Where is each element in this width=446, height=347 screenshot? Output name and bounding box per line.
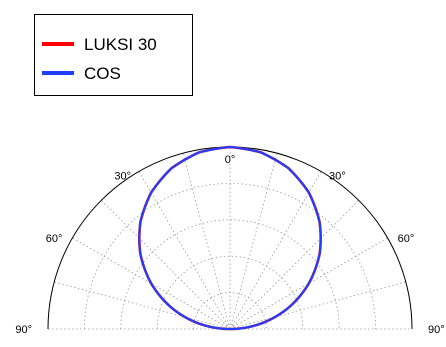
- angle-label-0: 0°: [225, 154, 236, 166]
- grid-spoke-m45: [101, 200, 231, 330]
- polar-grid: [48, 147, 412, 330]
- grid-ring-4: [84, 183, 376, 330]
- grid-spoke-15: [229, 153, 278, 330]
- grid-spoke-75: [229, 281, 406, 330]
- angle-label-left-90: 90°: [15, 324, 32, 336]
- grid-spoke-m75: [54, 281, 231, 330]
- legend-label-luksi-30: LUKSI 30: [84, 35, 157, 54]
- angle-label-right-60: 60°: [398, 233, 415, 245]
- angle-label-right-30: 30°: [329, 170, 346, 182]
- series-line-cos: [138, 145, 322, 331]
- grid-spoke-m15: [182, 153, 231, 330]
- angle-label-left-30: 30°: [114, 170, 131, 182]
- grid-spoke-45: [229, 200, 359, 330]
- angle-label-right-90: 90°: [428, 324, 445, 336]
- outer-arc: [47, 146, 413, 330]
- legend: LUKSI 30 COS: [34, 14, 193, 96]
- polar-frame: [47, 146, 413, 330]
- angle-tick-labels: 90° 60° 30° 0° 30° 60° 90°: [15, 154, 444, 336]
- legend-box: [34, 14, 193, 96]
- grid-spoke-m30: [138, 171, 231, 330]
- angle-label-left-60: 60°: [46, 233, 63, 245]
- series-layer: [138, 145, 322, 331]
- legend-label-cos: COS: [84, 64, 121, 83]
- grid-spoke-30: [229, 171, 322, 330]
